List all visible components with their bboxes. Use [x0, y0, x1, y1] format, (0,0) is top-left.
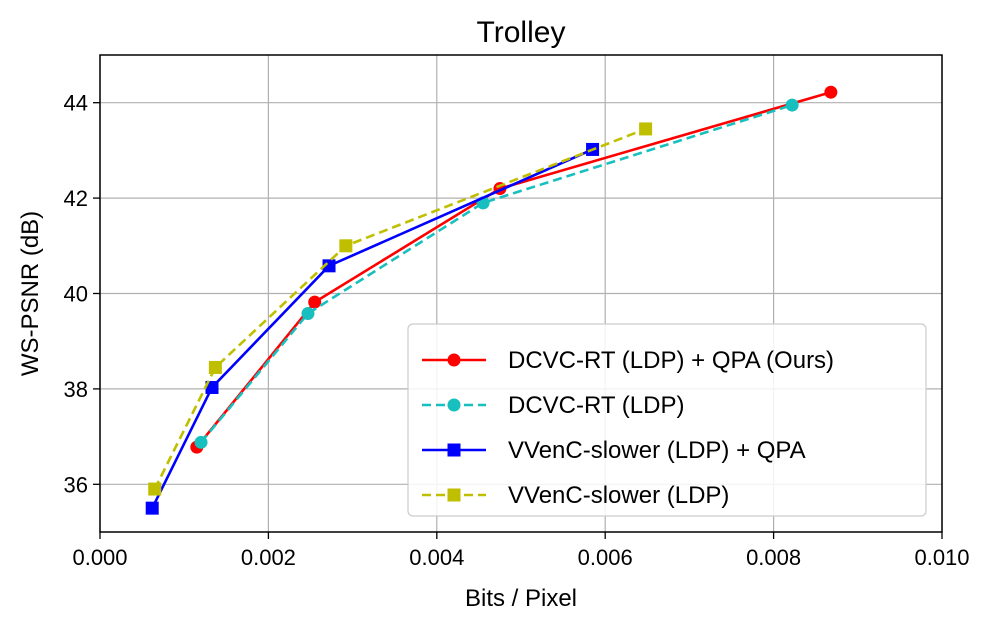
data-point [308, 295, 322, 309]
data-point [339, 239, 353, 253]
data-point [148, 482, 162, 496]
tick-layer: 0.000 0.002 0.004 0.006 0.008 0.010 36 38 40 42 44 [64, 91, 970, 570]
legend-marker [447, 398, 461, 412]
data-point [639, 122, 653, 136]
y-tick-label: 38 [64, 377, 88, 402]
data-point [322, 259, 336, 273]
x-tick-label: 0.008 [746, 545, 801, 570]
series-line [153, 127, 647, 490]
x-axis-label: Bits / Pixel [465, 585, 577, 612]
data-point [301, 307, 315, 321]
y-axis-label: WS-PSNR (dB) [17, 211, 44, 376]
data-point [824, 85, 838, 99]
series-line [151, 148, 594, 509]
legend-box [407, 323, 927, 517]
x-tick-label: 0.006 [578, 545, 633, 570]
chart-title: Trolley [477, 16, 566, 49]
legend-marker [447, 353, 461, 367]
series-3 [145, 142, 600, 515]
x-tick-label: 0.010 [914, 545, 969, 570]
legend-marker [447, 443, 461, 457]
y-tick-label: 36 [64, 472, 88, 497]
legend-marker [447, 488, 461, 502]
series-4 [148, 122, 653, 496]
y-tick-label: 44 [64, 91, 88, 116]
legend-label: VVenC-slower (LDP) + QPA [508, 437, 806, 464]
x-tick-label: 0.002 [241, 545, 296, 570]
legend-label: DCVC-RT (LDP) + QPA (Ours) [508, 347, 834, 374]
data-point [208, 360, 222, 374]
y-tick-label: 42 [64, 186, 88, 211]
legend: DCVC-RT (LDP) + QPA (Ours) DCVC-RT (LDP) V… [407, 323, 927, 517]
data-point [145, 501, 159, 515]
data-point [194, 435, 208, 449]
x-tick-label: 0.004 [409, 545, 464, 570]
data-point [785, 98, 799, 112]
y-tick-label: 40 [64, 282, 88, 307]
x-tick-label: 0.000 [72, 545, 127, 570]
legend-label: VVenC-slower (LDP) [508, 482, 729, 509]
series-layer [145, 85, 838, 515]
legend-label: DCVC-RT (LDP) [508, 392, 684, 419]
data-point [205, 380, 219, 394]
series-line [200, 103, 793, 444]
